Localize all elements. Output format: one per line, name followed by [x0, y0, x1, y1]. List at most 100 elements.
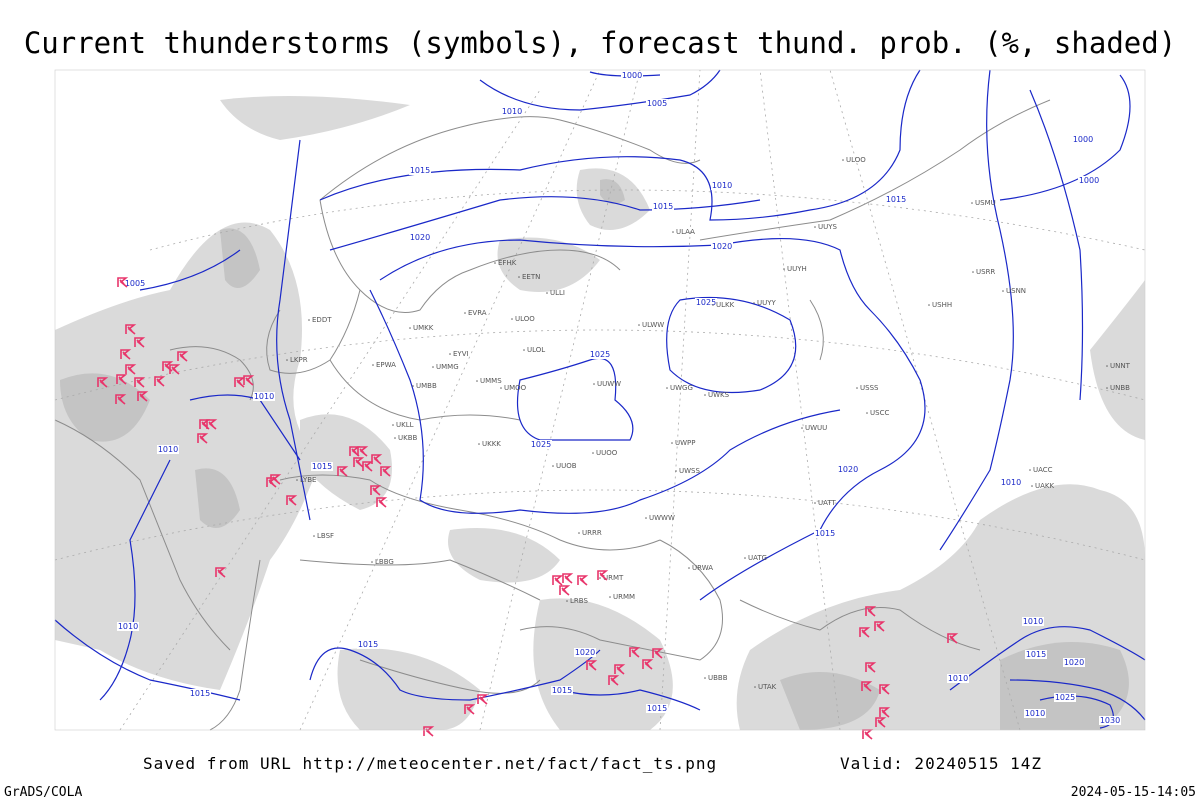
station-label: USSS [860, 384, 879, 392]
isobar-label-bg [311, 462, 333, 471]
station-label: UUYH [787, 265, 807, 273]
station-label: EDDT [312, 316, 332, 324]
isobar-label-bg [947, 674, 969, 683]
isobar-label-bg [1025, 650, 1047, 659]
thunderstorm-symbol [353, 457, 365, 468]
isobar-label-bg [124, 279, 146, 288]
isobar-label: 1030 [1100, 716, 1120, 725]
isobar-label-bg [1024, 709, 1046, 718]
thunderstorm-symbol [117, 277, 129, 288]
isobar-label-bg [646, 704, 668, 713]
station-label: LYBE [300, 476, 316, 484]
thunderstorm-symbol [206, 419, 218, 430]
isobar-label-bg [711, 181, 733, 190]
map-title: Current thunderstorms (symbols), forecas… [24, 26, 1176, 60]
thunderstorm-symbol [464, 704, 476, 715]
station-dot [412, 385, 414, 387]
station-dot [814, 226, 816, 228]
thunderstorm-symbol [357, 446, 369, 457]
station-label: UNNT [1110, 362, 1131, 370]
station-label: LKPR [290, 356, 308, 364]
station-dot [392, 424, 394, 426]
isobar-label: 1015 [410, 166, 430, 175]
isobar-label: 1025 [1055, 693, 1075, 702]
valid-time: Valid: 20240515 14Z [840, 754, 1042, 773]
station-label: EFHK [498, 259, 517, 267]
station-label: UWWW [649, 514, 675, 522]
isobar-label-bg [589, 350, 611, 359]
isobar-label-bg [189, 689, 211, 698]
station-dot [372, 364, 374, 366]
station-dot [866, 412, 868, 414]
thunderstorm-symbol [608, 675, 620, 686]
isobar-label: 1015 [647, 704, 667, 713]
station-label: UKBB [398, 434, 418, 442]
thunderstorm-symbol [215, 567, 227, 578]
station-dot [675, 470, 677, 472]
thunderstorm-symbol [552, 575, 564, 586]
thunderstorm-symbol [266, 477, 278, 488]
station-dot [856, 387, 858, 389]
station-dot [1106, 387, 1108, 389]
station-dot [972, 271, 974, 273]
station-label: ULWW [642, 321, 664, 329]
thunderstorm-symbol [234, 377, 246, 388]
isobar-label: 1025 [696, 298, 716, 307]
thunderstorm-symbol [477, 694, 489, 705]
station-dot [842, 159, 844, 161]
isobar-label: 1015 [653, 202, 673, 211]
station-label: URRR [582, 529, 602, 537]
thunderstorm-symbol [243, 375, 255, 386]
station-label: UUYY [757, 299, 777, 307]
isobar-label-bg [885, 195, 907, 204]
station-label: EYVI [453, 350, 469, 358]
station-dot [1002, 290, 1004, 292]
station-label: UKKK [482, 440, 501, 448]
isobar-label-bg [837, 465, 859, 474]
station-dot [476, 380, 478, 382]
isobar-label: 1025 [531, 440, 551, 449]
station-dot [286, 359, 288, 361]
isobar-label-bg [157, 445, 179, 454]
station-label: USRR [976, 268, 995, 276]
thunderstorm-symbol [861, 681, 873, 692]
thunderstorm-symbol [642, 659, 654, 670]
station-dot [1029, 469, 1031, 471]
thunderstorm-symbol [947, 633, 959, 644]
thunderstorm-symbol [865, 662, 877, 673]
thunderstorm-symbol [125, 364, 137, 375]
isobar-label: 1010 [948, 674, 968, 683]
station-dot [645, 517, 647, 519]
station-dot [1106, 365, 1108, 367]
station-label: LBBG [375, 558, 394, 566]
isobar-label-bg [711, 242, 733, 251]
station-label: UNBB [1110, 384, 1130, 392]
thunderstorm-symbol [652, 648, 664, 659]
isobar-label-bg [501, 107, 523, 116]
station-dot [599, 577, 601, 579]
isobar-label-bg [695, 298, 717, 307]
station-dot [754, 686, 756, 688]
thunderstorm-symbol [169, 364, 181, 375]
thunderstorm-symbols [97, 277, 959, 740]
thunderstorm-symbol [125, 324, 137, 335]
station-dot [744, 557, 746, 559]
station-dot [523, 349, 525, 351]
station-dot [704, 677, 706, 679]
thunderstorm-symbol [370, 485, 382, 496]
station-dot [688, 567, 690, 569]
station-label: LRBS [570, 597, 588, 605]
isobar-label: 1010 [158, 445, 178, 454]
station-label: UUOO [596, 449, 618, 457]
station-label: ULOO [846, 156, 866, 164]
thunderstorm-symbol [376, 497, 388, 508]
isobar-label-bg [117, 622, 139, 631]
station-label: UACC [1033, 466, 1053, 474]
thunderstorm-symbol [177, 351, 189, 362]
station-dot [814, 502, 816, 504]
station-label: UWPP [675, 439, 696, 447]
thunderstorm-symbol [337, 466, 349, 477]
isobar-label-bg [646, 99, 668, 108]
thunderstorm-symbol [137, 391, 149, 402]
